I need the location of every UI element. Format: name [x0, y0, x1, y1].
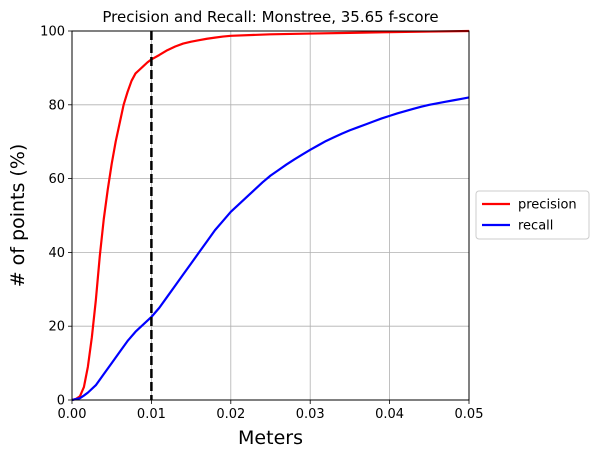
plot-frame: [71, 30, 470, 401]
legend-label-recall: recall: [518, 219, 553, 234]
axis-ticks: 0.00 0.01 0.02 0.03 0.04 0.05 0 20 40 60 80 100: [40, 25, 483, 423]
x-axis-title: Meters: [238, 427, 303, 449]
y-tick-label: 100: [40, 25, 65, 40]
series-lines: [71, 29, 470, 402]
legend-label-precision: precision: [518, 198, 577, 213]
y-axis-title: # of points (%): [7, 144, 29, 288]
grid: [71, 30, 470, 401]
x-tick-label: 0.00: [58, 407, 87, 422]
y-tick-label: 60: [48, 172, 65, 187]
legend: precision recall: [475, 190, 590, 240]
y-tick-label: 0: [57, 394, 65, 409]
series-line-precision: [71, 29, 470, 402]
x-tick-label: 0.05: [455, 407, 484, 422]
chart-title: Precision and Recall: Monstree, 35.65 f-…: [102, 8, 438, 26]
y-tick-label: 40: [48, 246, 65, 261]
x-tick-label: 0.03: [296, 407, 325, 422]
x-tick-label: 0.02: [216, 407, 245, 422]
x-tick-label: 0.04: [375, 407, 404, 422]
y-tick-label: 80: [48, 98, 65, 113]
y-tick-label: 20: [48, 320, 65, 335]
x-tick-label: 0.01: [137, 407, 166, 422]
series-line-recall: [71, 96, 470, 402]
